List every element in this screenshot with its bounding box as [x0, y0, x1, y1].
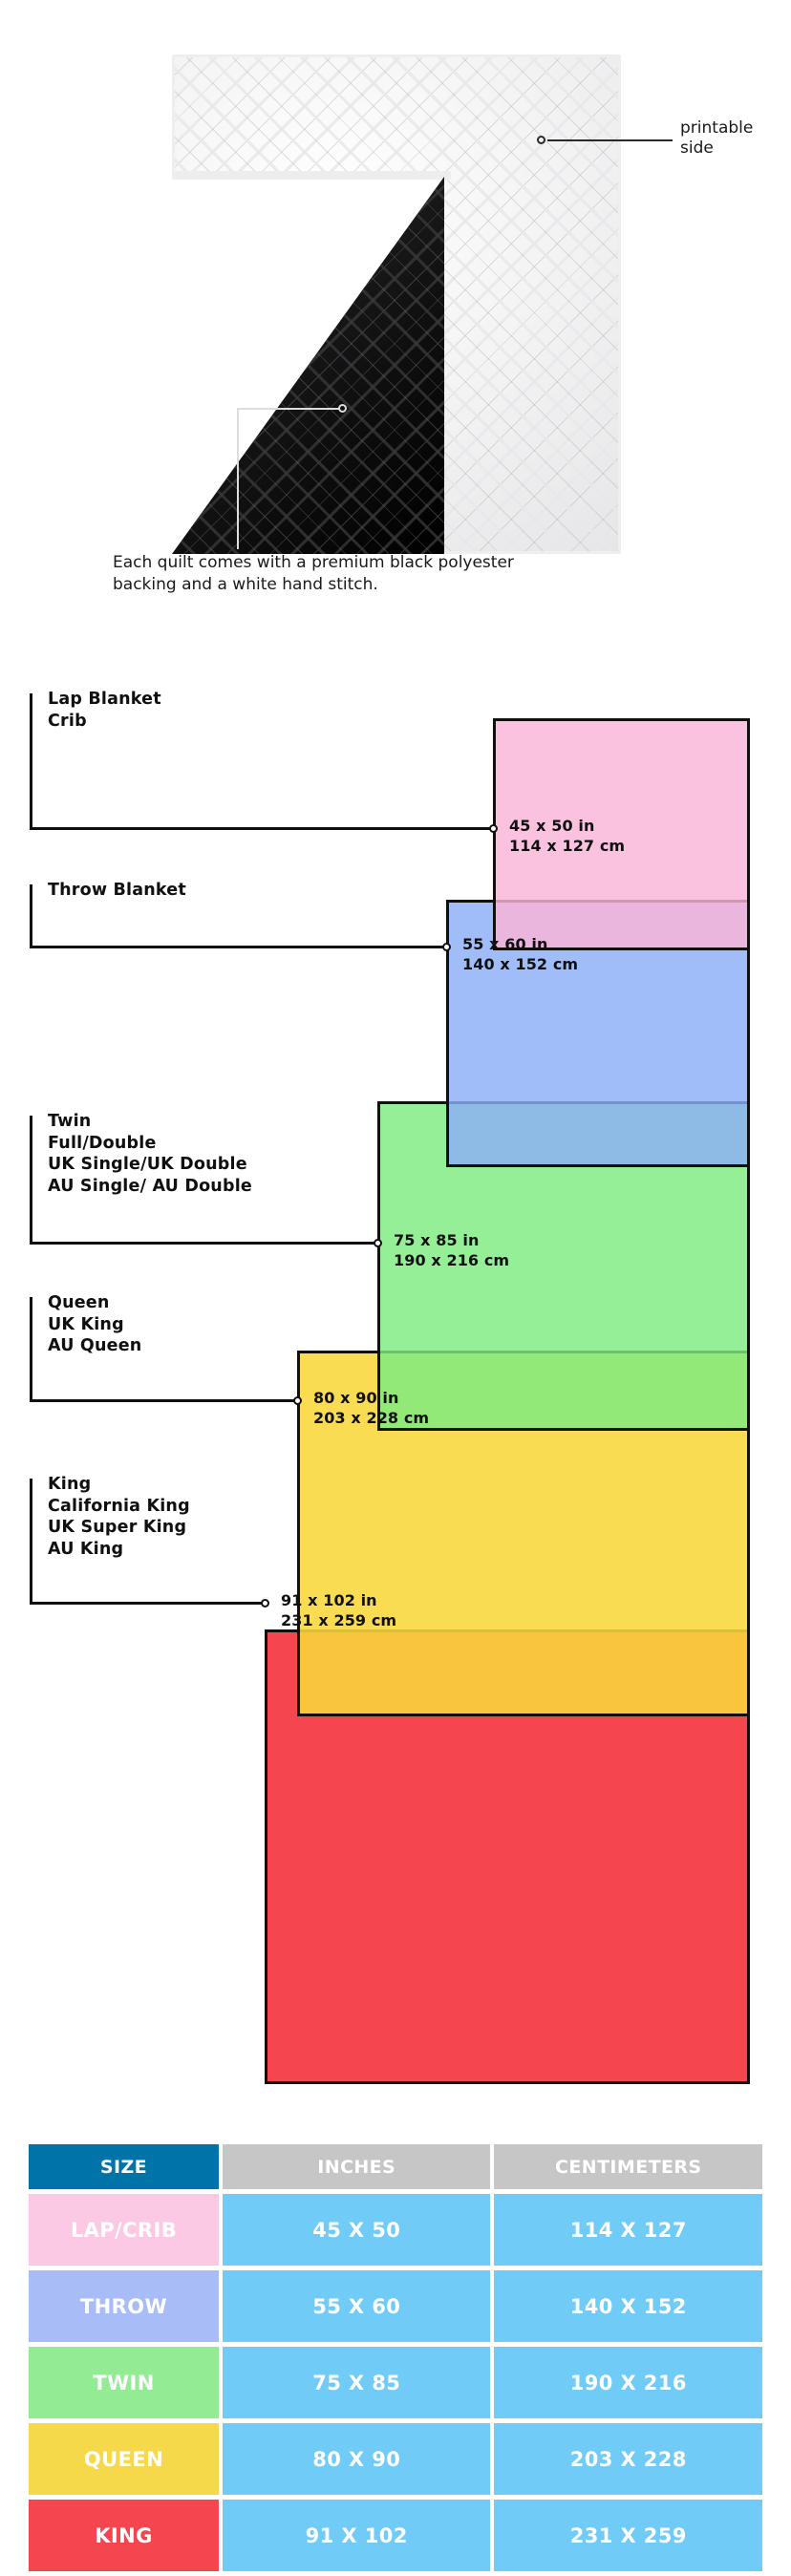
quilt-stitched-edge: [172, 171, 451, 180]
dimensions-lap-crib: 45 x 50 in 114 x 127 cm: [509, 817, 626, 855]
table-header-size: SIZE: [29, 2144, 219, 2189]
table-cell-size-king: KING: [29, 2500, 219, 2571]
leader-dot-king: [261, 1599, 269, 1607]
table-cell-size-queen: QUEEN: [29, 2423, 219, 2495]
group-label-lap-crib: Lap Blanket Crib: [48, 690, 161, 731]
quilt-caption: Each quilt comes with a premium black po…: [113, 553, 514, 594]
size-diagram-section: Lap Blanket Crib 45 x 50 in 114 x 127 cm…: [0, 659, 791, 2111]
table-cell-size-throw: THROW: [29, 2270, 219, 2342]
dimensions-king: 91 x 102 in 231 x 259 cm: [281, 1591, 397, 1629]
dimensions-twin: 75 x 85 in 190 x 216 cm: [394, 1231, 510, 1269]
table-cell-inches-twin: 75 X 85: [222, 2347, 491, 2418]
bracket-lap-crib-horizontal: [30, 827, 493, 830]
table-cell-inches-lap-crib: 45 X 50: [222, 2194, 491, 2266]
bracket-throw-horizontal: [30, 946, 446, 948]
black-backing-leader-line-horizontal: [237, 408, 339, 410]
table-cell-inches-throw: 55 X 60: [222, 2270, 491, 2342]
table-header-inches: INCHES: [222, 2144, 491, 2189]
table-cell-centimeters-throw: 140 X 152: [494, 2270, 763, 2342]
leader-dot-lap-crib: [489, 824, 498, 833]
table-cell-size-lap-crib: LAP/CRIB: [29, 2194, 219, 2266]
size-rect-lap-crib: [493, 718, 750, 950]
leader-dot-queen: [293, 1396, 302, 1405]
leader-dot-throw: [442, 943, 451, 951]
bracket-twin-horizontal: [30, 1242, 377, 1245]
bracket-twin-vertical: [30, 1116, 32, 1245]
table-cell-centimeters-king: 231 X 259: [494, 2500, 763, 2571]
bracket-lap-crib-vertical: [30, 693, 32, 830]
group-label-throw: Throw Blanket: [48, 881, 186, 900]
table-header-centimeters: CENTIMETERS: [494, 2144, 763, 2189]
quilt-black-backing: [172, 177, 444, 554]
bracket-throw-vertical: [30, 884, 32, 948]
bracket-queen-horizontal: [30, 1399, 297, 1402]
table-cell-inches-king: 91 X 102: [222, 2500, 491, 2571]
group-label-king: King California King UK Super King AU Ki…: [48, 1475, 190, 1559]
quilt-illustration: [172, 54, 621, 554]
table-cell-centimeters-lap-crib: 114 X 127: [494, 2194, 763, 2266]
quilt-photo-section: printable side Each quilt comes with a p…: [0, 0, 791, 630]
table-row: QUEEN 80 X 90 203 X 228: [29, 2423, 763, 2495]
table-row: LAP/CRIB 45 X 50 114 X 127: [29, 2194, 763, 2266]
table-cell-centimeters-twin: 190 X 216: [494, 2347, 763, 2418]
black-backing-marker-icon: [338, 404, 347, 413]
size-table: SIZE INCHES CENTIMETERS LAP/CRIB 45 X 50…: [29, 2144, 763, 2576]
table-cell-centimeters-queen: 203 X 228: [494, 2423, 763, 2495]
dimensions-queen: 80 x 90 in 203 x 228 cm: [313, 1389, 430, 1427]
table-cell-size-twin: TWIN: [29, 2347, 219, 2418]
printable-side-leader-line: [547, 139, 673, 141]
table-row: THROW 55 X 60 140 X 152: [29, 2270, 763, 2342]
table-cell-inches-queen: 80 X 90: [222, 2423, 491, 2495]
leader-dot-twin: [374, 1239, 382, 1247]
table-header-row: SIZE INCHES CENTIMETERS: [29, 2144, 763, 2189]
table-row: TWIN 75 X 85 190 X 216: [29, 2347, 763, 2418]
group-label-twin: Twin Full/Double UK Single/UK Double AU …: [48, 1112, 252, 1196]
bracket-king-vertical: [30, 1479, 32, 1605]
printable-side-marker-icon: [537, 136, 545, 144]
group-label-queen: Queen UK King AU Queen: [48, 1293, 142, 1355]
black-backing-leader-line-vertical: [237, 408, 239, 549]
printable-side-label: printable side: [680, 118, 754, 158]
bracket-king-horizontal: [30, 1602, 265, 1605]
bracket-queen-vertical: [30, 1297, 32, 1402]
dimensions-throw: 55 x 60 in 140 x 152 cm: [462, 935, 579, 973]
table-row: KING 91 X 102 231 X 259: [29, 2500, 763, 2571]
